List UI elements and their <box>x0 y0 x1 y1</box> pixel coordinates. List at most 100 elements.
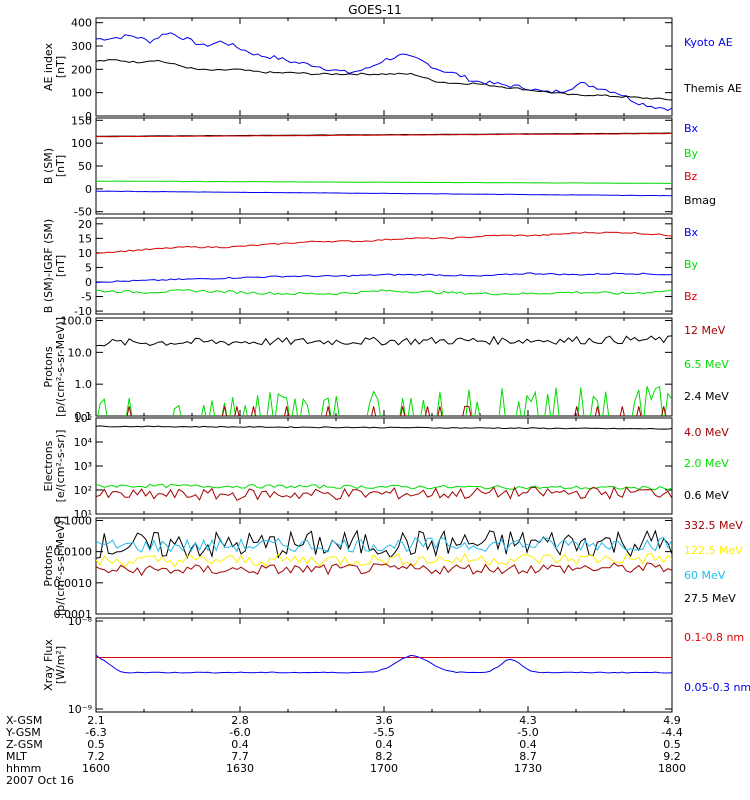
series-line-332-5-mev <box>96 562 672 577</box>
legend-entry: 0.6 MeV <box>684 489 729 502</box>
series-line-12-mev <box>126 405 667 416</box>
panel-frame <box>95 417 673 515</box>
legend-entry: Bz <box>684 170 698 183</box>
y-axis-label: [nT] <box>54 255 67 277</box>
footer-row-label: Y-GSM <box>5 726 41 739</box>
series-line-bx <box>96 272 672 284</box>
y-tick-label: 0 <box>85 276 92 289</box>
series-line-60-mev <box>96 536 672 553</box>
y-tick-label: 400 <box>71 17 92 30</box>
legend-entry: 12 MeV <box>684 324 726 337</box>
y-tick-label: -5 <box>81 291 92 304</box>
panel-frame <box>95 17 673 117</box>
y-tick-label: 15 <box>78 232 92 245</box>
legend-entry: 60 MeV <box>684 569 726 582</box>
series-line-kyoto-ae <box>96 32 672 112</box>
y-axis-label: B (SM) <box>42 148 55 184</box>
footer-value: 3.6 <box>375 714 393 727</box>
panel-7: 10⁻⁹ 10⁻⁸ Xray Flux [W/m²] 0.1-0.8 nm 0.05-0.… <box>42 615 750 716</box>
legend-entry: 27.5 MeV <box>684 592 736 605</box>
legend-entry: By <box>684 147 699 160</box>
footer-row-label: Z-GSM <box>6 738 43 751</box>
y-tick-label: 10⁻⁸ <box>68 615 93 628</box>
footer-date: 2007 Oct 16 <box>6 774 74 787</box>
footer-value: 1800 <box>658 762 686 775</box>
panel-2: -50 0 50 100 150 B (SM) [nT] Bx By Bz Bmag <box>42 114 716 218</box>
series-line-2-4-mev <box>96 335 672 347</box>
footer-value: 0.4 <box>231 738 249 751</box>
legend-entry: 4.0 MeV <box>684 426 729 439</box>
footer-value: -4.4 <box>661 726 682 739</box>
y-tick-label: 10 <box>78 247 92 260</box>
y-tick-label: 100.0 <box>61 315 93 328</box>
y-axis-label: [e/(cm²-s-sr)] <box>54 430 67 503</box>
legend-entry: Bz <box>684 290 698 303</box>
legend-entry: Bx <box>684 122 699 135</box>
series-line-122-5-mev <box>96 552 672 568</box>
y-tick-label: 20 <box>78 218 92 231</box>
footer-value: 1600 <box>82 762 110 775</box>
footer-value: -6.0 <box>229 726 250 739</box>
y-tick-label: 150 <box>71 114 92 127</box>
footer-value: 1730 <box>514 762 542 775</box>
y-tick-label: 200 <box>71 63 92 76</box>
footer-value: 7.2 <box>87 750 105 763</box>
series-line-by <box>96 289 672 296</box>
series-line-4-0-mev <box>96 486 672 501</box>
y-axis-label: Protons <box>42 545 55 586</box>
footer-value: 0.5 <box>87 738 105 751</box>
series-line-themis-ae <box>96 59 672 101</box>
legend-entry: Bmag <box>684 194 716 207</box>
y-tick-label: 0 <box>85 183 92 196</box>
y-axis-label: Protons <box>42 346 55 387</box>
y-axis-label: Electrons <box>42 440 55 491</box>
legend-entry: 2.0 MeV <box>684 457 729 470</box>
y-axis-label: AE index <box>42 42 55 91</box>
y-tick-label: 0.0010 <box>54 577 93 590</box>
y-axis-label: [W/m²] <box>54 646 67 684</box>
y-axis-label: [p/(cm²-s-sr-MeV)] <box>54 516 67 616</box>
footer-value: 8.7 <box>519 750 537 763</box>
y-axis-label: [p/(cm²-s-sr-MeV)] <box>54 317 67 417</box>
y-tick-label: 50 <box>78 160 92 173</box>
footer-row-label: X-GSM <box>6 714 42 727</box>
y-tick-label: 100 <box>71 137 92 150</box>
legend-entry: By <box>684 258 699 271</box>
y-axis-label: B (SM)-IGRF (SM) <box>42 219 55 313</box>
footer-value: 2.8 <box>231 714 249 727</box>
series-line-bz <box>96 231 672 254</box>
series-line-2-0-mev <box>96 483 672 491</box>
footer-row-label: MLT <box>6 750 27 763</box>
legend-entry: 0.05-0.3 nm <box>684 681 750 694</box>
y-axis-label: Xray Flux <box>42 639 55 691</box>
y-tick-label: 10.0 <box>68 346 93 359</box>
legend-entry: 332.5 MeV <box>684 519 743 532</box>
footer-value: 4.9 <box>663 714 681 727</box>
plot-title: GOES-11 <box>348 3 402 17</box>
y-axis-label: [nT] <box>54 155 67 177</box>
footer-value: 2.1 <box>87 714 105 727</box>
footer-value: -5.5 <box>373 726 394 739</box>
legend-entry: 0.1-0.8 nm <box>684 631 744 644</box>
legend-entry: Kyoto AE <box>684 36 733 49</box>
y-tick-label: 1.0 <box>75 378 93 391</box>
footer-value: 8.2 <box>375 750 393 763</box>
footer-value: 1700 <box>370 762 398 775</box>
legend-entry: Bx <box>684 226 699 239</box>
footer-row-label: hhmm <box>6 762 41 775</box>
panel-6: 0.0001 0.0010 0.0100 0.1000 Protons [p/(cm²-s… <box>42 514 743 621</box>
y-tick-label: 5 <box>85 261 92 274</box>
panel-1: 0 100 200 300 400 AE index [nT] Kyoto AE Themis … <box>42 17 742 123</box>
series-line-27-5-mev <box>96 529 672 559</box>
series-line-bz <box>96 133 672 138</box>
footer-value: 1630 <box>226 762 254 775</box>
series-line-0-6-mev <box>96 425 672 430</box>
panel-4: 0.1 1.0 10.0 100.0 Protons [p/(cm²-s-sr-MeV)]… <box>42 315 729 423</box>
y-tick-label: 0 <box>85 110 92 123</box>
footer-value: 0.5 <box>663 738 681 751</box>
y-tick-label: 0.1 <box>75 410 93 423</box>
series-line-0-05-0-3-nm <box>96 654 672 674</box>
legend-entry: 122.5 MeV <box>684 544 743 557</box>
